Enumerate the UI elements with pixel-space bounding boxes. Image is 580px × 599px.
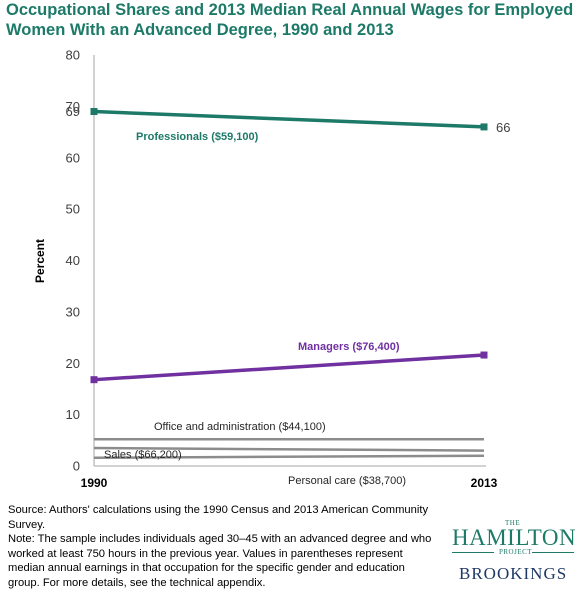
series-label: Managers ($76,400): [298, 341, 400, 353]
series-label: Office and administration ($44,100): [154, 421, 326, 433]
logo-brookings: BROOKINGS: [459, 564, 568, 583]
data-label-start: 69: [66, 104, 80, 119]
logo-rule-right: [532, 552, 574, 553]
series-label: Personal care ($38,700): [288, 475, 406, 487]
series-marker: [90, 376, 98, 384]
source-note-block: Source: Authors' calculations using the …: [8, 503, 438, 591]
x-tick-label: 2013: [471, 476, 498, 490]
series-marker: [480, 351, 488, 359]
y-tick-label: 80: [66, 48, 80, 63]
logo-rule-left: [452, 552, 494, 553]
series-label: Professionals ($59,100): [136, 131, 259, 143]
source-text: Source: Authors' calculations using the …: [8, 504, 429, 531]
y-tick-label: 50: [66, 202, 80, 217]
x-tick-label: 1990: [81, 476, 108, 490]
y-tick-label: 10: [66, 407, 80, 422]
series-marker: [90, 108, 98, 116]
logo-the: THE: [505, 519, 521, 527]
y-tick-label: 20: [66, 356, 80, 371]
series-line: [93, 454, 485, 460]
logo-project: PROJECT: [499, 548, 533, 556]
y-tick-label: 40: [66, 253, 80, 268]
y-axis-title: Percent: [33, 239, 47, 283]
y-tick-label: 0: [73, 459, 80, 474]
series-marker: [480, 123, 488, 131]
series-line: [93, 446, 485, 452]
chart-title: Occupational Shares and 2013 Median Real…: [6, 1, 574, 39]
logo-hamilton: HAMILTON: [452, 525, 577, 550]
y-tick-label: 70: [66, 99, 80, 114]
note-text: Note: The sample includes individuals ag…: [8, 533, 432, 589]
line-chart: 0 10 20 30 40 50 60 70 80 Percent 1990 2013 Professi…: [33, 48, 510, 491]
series-label: Sales ($66,200): [104, 449, 182, 461]
y-tick-label: 30: [66, 304, 80, 319]
data-label-end: 66: [496, 120, 510, 135]
y-tick-label: 60: [66, 150, 80, 165]
series-line: [93, 353, 485, 382]
series-line: [93, 109, 485, 129]
